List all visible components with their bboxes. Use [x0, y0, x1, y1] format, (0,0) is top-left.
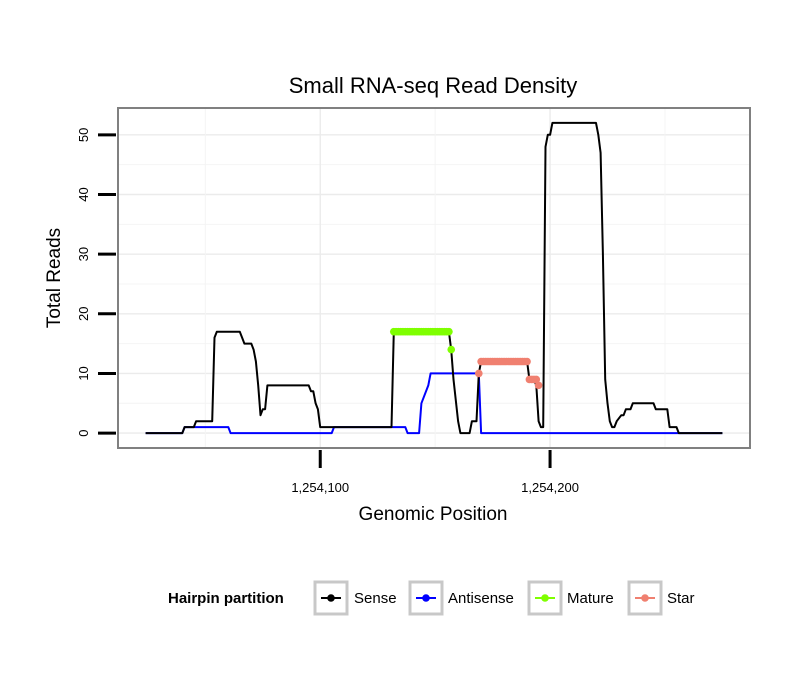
- y-axis-title: Total Reads: [44, 228, 65, 328]
- legend-label: Antisense: [448, 590, 514, 607]
- legend-item-antisense: Antisense: [408, 580, 514, 616]
- x-axis-title: Genomic Position: [359, 504, 508, 525]
- legend-key-dot: [422, 594, 430, 602]
- star-point: [475, 369, 483, 378]
- y-tick-label: 0: [76, 429, 91, 436]
- legend-label: Star: [667, 590, 695, 607]
- legend-label: Sense: [354, 590, 397, 607]
- y-axis: 0 10 20 30 40 50: [76, 128, 116, 437]
- series-layer: [145, 121, 723, 435]
- star-point: [532, 375, 541, 384]
- star-point: [534, 381, 543, 390]
- legend-item-mature: Mature: [527, 580, 614, 616]
- legend-item-sense: Sense: [313, 580, 397, 616]
- legend-items: Sense Antisense Mature Star: [313, 580, 695, 616]
- legend-key-dot: [641, 594, 649, 602]
- plot-border: [117, 107, 751, 449]
- y-tick-label: 20: [76, 307, 91, 321]
- x-tick-label: 1,254,100: [291, 480, 349, 495]
- y-tick-label: 30: [76, 247, 91, 261]
- x-tick-label: 1,254,200: [521, 480, 579, 495]
- plot-panel: [117, 107, 751, 449]
- y-tick-label: 10: [76, 366, 91, 380]
- legend-key-dot: [541, 594, 549, 602]
- sense-line: [145, 121, 723, 435]
- x-axis: 1,254,100 1,254,200: [291, 450, 579, 495]
- legend-key-dot: [327, 594, 335, 602]
- mature-point: [447, 345, 456, 354]
- y-tick-label: 50: [76, 128, 91, 142]
- mature-point: [445, 327, 453, 336]
- chart-title: Small RNA-seq Read Density: [289, 73, 578, 98]
- star-point: [523, 357, 531, 366]
- legend: Hairpin partition Sense Antisense Mature St…: [168, 580, 695, 616]
- legend-item-star: Star: [627, 580, 695, 616]
- y-tick-label: 40: [76, 187, 91, 201]
- legend-title: Hairpin partition: [168, 590, 284, 607]
- legend-label: Mature: [567, 590, 614, 607]
